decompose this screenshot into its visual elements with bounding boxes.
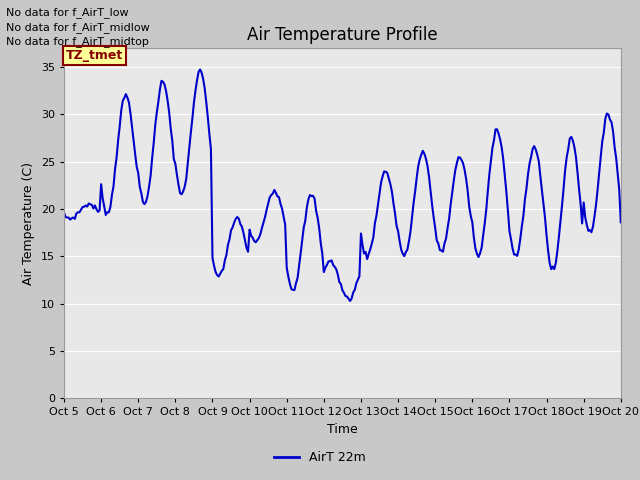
Text: No data for f_AirT_low: No data for f_AirT_low: [6, 7, 129, 18]
X-axis label: Time: Time: [327, 423, 358, 436]
Text: No data for f_AirT_midlow: No data for f_AirT_midlow: [6, 22, 150, 33]
Text: TZ_tmet: TZ_tmet: [66, 49, 123, 62]
Title: Air Temperature Profile: Air Temperature Profile: [247, 25, 438, 44]
Y-axis label: Air Temperature (C): Air Temperature (C): [22, 162, 35, 285]
Text: No data for f_AirT_midtop: No data for f_AirT_midtop: [6, 36, 149, 47]
Legend: AirT 22m: AirT 22m: [269, 446, 371, 469]
